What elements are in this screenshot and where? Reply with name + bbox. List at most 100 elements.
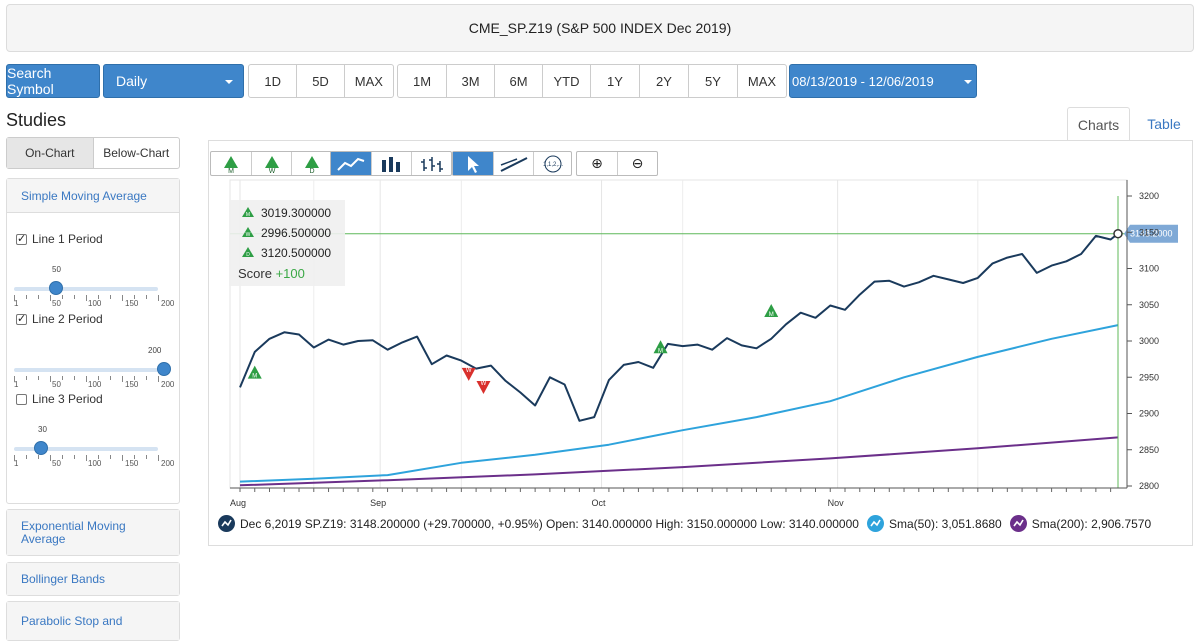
bollinger-panel[interactable]: Bollinger Bands (6, 562, 180, 596)
sma-panel-header[interactable]: Simple Moving Average (7, 179, 179, 213)
range-1y[interactable]: 1Y (590, 65, 639, 97)
psar-title: Parabolic Stop and (21, 614, 123, 628)
range-1m[interactable]: 1M (412, 73, 432, 89)
slider-tick (110, 376, 111, 380)
line2-checkbox[interactable] (16, 312, 27, 325)
interval-select[interactable]: Daily (103, 64, 244, 98)
weekly-signal-icon: W (242, 227, 254, 238)
svg-text:D: D (309, 168, 314, 174)
tab-charts[interactable]: Charts (1067, 107, 1130, 141)
slider-tick (50, 376, 51, 382)
slider-tick-label: 100 (88, 299, 102, 308)
ema-title: Exponential Moving Average (21, 518, 126, 546)
line3-checkbox[interactable] (16, 393, 27, 405)
slider-handle[interactable] (157, 362, 171, 376)
score-label: Score (238, 266, 272, 281)
range-max[interactable]: MAX (343, 65, 393, 97)
slider-tick (98, 295, 99, 299)
slider-handle[interactable] (34, 441, 48, 455)
bollinger-panel-header[interactable]: Bollinger Bands (7, 563, 179, 595)
signal-legend-item: D 3120.500000 (239, 246, 331, 260)
signal-value: 2996.500000 (261, 226, 332, 240)
pointer-icon[interactable] (453, 152, 493, 175)
slider-tick (146, 295, 147, 299)
line1-checkbox[interactable] (16, 232, 27, 245)
sma200-info-text: Sma(200): 2,906.7570 (1031, 516, 1152, 531)
chevron-down-icon (225, 80, 233, 84)
slider-track (14, 447, 158, 451)
slider-min-label: 1 (14, 459, 19, 468)
range-5y[interactable]: 5Y (688, 65, 737, 97)
monthly-signal-icon: M (242, 207, 254, 218)
chart-type-toolbar (330, 151, 452, 176)
price-series-icon[interactable] (218, 515, 235, 532)
line-chart-icon[interactable] (331, 152, 371, 175)
line1-slider[interactable]: 50 1 50 100 150 200 (14, 265, 174, 315)
ema-panel[interactable]: Exponential Moving Average (6, 509, 180, 556)
psar-panel-header[interactable]: Parabolic Stop and (7, 602, 179, 640)
tab-below-chart[interactable]: Below-Chart (103, 146, 170, 160)
zoom-in-icon[interactable]: ⊕ (591, 155, 603, 171)
line3-checkbox-row[interactable]: Line 3 Period (16, 392, 103, 406)
slider-tick (158, 376, 159, 382)
monthly-signal-icon[interactable]: M (211, 152, 251, 175)
price-info-text: Dec 6,2019 SP.Z19: 3148.200000 (+29.7000… (240, 516, 859, 531)
slider-tick (62, 376, 63, 380)
line2-checkbox-row[interactable]: Line 2 Period (16, 312, 103, 326)
weekly-signal-icon[interactable]: W (251, 152, 291, 175)
sma50-series-icon[interactable] (866, 515, 884, 532)
slider-tick (14, 455, 15, 461)
trendline-icon[interactable] (493, 152, 533, 175)
studies-heading: Studies (6, 110, 67, 130)
slider-tick-label: 150 (125, 380, 139, 389)
slider-tick (74, 376, 75, 380)
slider-tick (26, 295, 27, 299)
search-symbol-button[interactable]: Search Symbol (6, 64, 100, 98)
sma200-series-icon[interactable] (1009, 515, 1027, 532)
slider-tick (86, 376, 87, 382)
search-symbol-label: Search Symbol (7, 65, 54, 97)
zoom-out-icon[interactable]: ⊖ (617, 152, 657, 175)
signal-value: 3120.500000 (261, 246, 332, 260)
slider-ticks (14, 455, 164, 461)
zoom-toolbar: ⊕ ⊖ (576, 151, 658, 176)
line1-checkbox-row[interactable]: Line 1 Period (16, 232, 103, 246)
range-1d[interactable]: 1D (264, 73, 281, 89)
range-group-a: 1D 5D MAX (248, 64, 394, 98)
signal-legend-item: M 3019.300000 (239, 206, 331, 220)
svg-text:W: W (268, 168, 275, 174)
daily-signal-icon[interactable]: D (291, 152, 331, 175)
slider-tick-label: 200 (161, 459, 175, 468)
date-range-value: 08/13/2019 - 12/06/2019 (792, 73, 934, 89)
slider-tick (38, 295, 39, 299)
line3-slider[interactable]: 30 1 50 100 150 200 (14, 425, 174, 475)
score-display: Score +100 (238, 266, 305, 281)
range-2y[interactable]: 2Y (639, 65, 688, 97)
bar-chart-icon[interactable] (371, 152, 411, 175)
slider-track (14, 368, 158, 372)
slider-ticks (14, 376, 164, 382)
slider-tick (86, 455, 87, 461)
sma50-info-text: Sma(50): 3,051.8680 (888, 516, 1002, 531)
chart-frame (208, 140, 1193, 546)
ohlc-chart-icon[interactable] (411, 152, 451, 175)
slider-min-label: 1 (14, 380, 19, 389)
fibonacci-icon[interactable]: 1,1,2,... (533, 152, 571, 175)
slider-tick-label: 150 (125, 459, 139, 468)
range-3m[interactable]: 3M (446, 65, 494, 97)
slider-track (14, 287, 158, 291)
line2-slider[interactable]: 200 1 50 100 150 200 (14, 346, 174, 396)
slider-handle[interactable] (49, 281, 63, 295)
tab-on-chart[interactable]: On-Chart (7, 138, 94, 168)
psar-panel[interactable]: Parabolic Stop and (6, 601, 180, 641)
date-range-select[interactable]: 08/13/2019 - 12/06/2019 (789, 64, 977, 98)
ema-panel-header[interactable]: Exponential Moving Average (7, 510, 179, 555)
score-value: +100 (275, 266, 305, 281)
slider-tick (74, 455, 75, 459)
slider-tick (74, 295, 75, 299)
tab-table[interactable]: Table (1147, 116, 1181, 132)
range-5d[interactable]: 5D (296, 65, 343, 97)
range-max-b[interactable]: MAX (737, 65, 786, 97)
range-6m[interactable]: 6M (494, 65, 542, 97)
range-ytd[interactable]: YTD (542, 65, 590, 97)
